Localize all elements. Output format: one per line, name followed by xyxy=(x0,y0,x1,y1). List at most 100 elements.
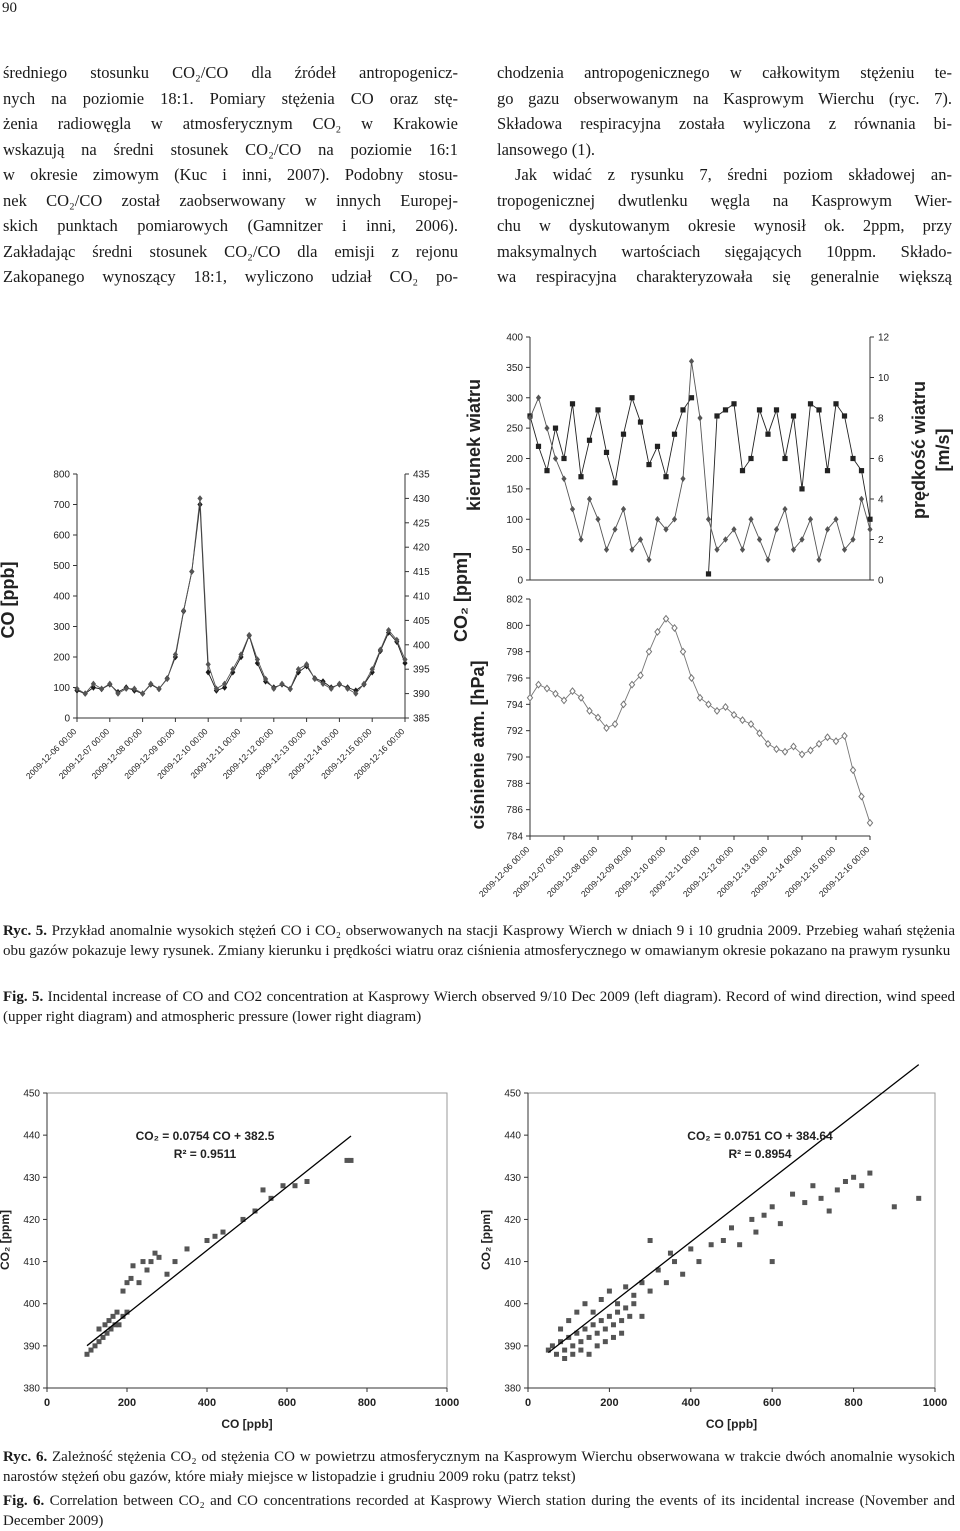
y-tick-label: 380 xyxy=(504,1384,521,1395)
marker xyxy=(560,696,568,705)
x-tick-label: 0 xyxy=(525,1397,531,1409)
y-tick-label: 0 xyxy=(517,576,523,587)
point xyxy=(574,1330,580,1336)
y-tick-label: 798 xyxy=(506,647,523,658)
point xyxy=(204,1238,210,1243)
marker xyxy=(578,474,584,480)
y-tick-label: 802 xyxy=(506,595,523,606)
x-tick-label: 200 xyxy=(600,1397,618,1409)
y-axis-title: CO₂ [ppm] xyxy=(0,1210,12,1270)
y2-tick-label: 395 xyxy=(413,665,430,676)
x-axis-title: CO [ppb] xyxy=(706,1417,757,1431)
point xyxy=(110,1313,116,1319)
marker xyxy=(756,729,763,738)
y2-axis-title: prędkość wiatru xyxy=(909,381,929,519)
marker xyxy=(552,689,559,698)
caption-label: Ryc. 6. xyxy=(3,1449,48,1465)
point xyxy=(114,1309,120,1315)
fit-r2: R² = 0.9511 xyxy=(174,1147,237,1161)
point xyxy=(148,1259,154,1265)
point xyxy=(834,1187,840,1193)
marker xyxy=(603,449,610,456)
point xyxy=(292,1183,298,1189)
y-tick-label: 440 xyxy=(504,1131,521,1142)
y2-tick-label: 385 xyxy=(413,714,430,725)
point xyxy=(116,1322,122,1328)
point xyxy=(144,1267,150,1273)
left-column: średniego stosunku CO₂/CO dla źródeł ant… xyxy=(3,60,458,290)
marker xyxy=(713,706,721,715)
marker xyxy=(526,693,534,702)
marker xyxy=(858,468,865,474)
y-tick-label: 500 xyxy=(53,561,70,572)
y-tick-label: 300 xyxy=(53,622,70,633)
marker xyxy=(569,401,576,407)
marker xyxy=(824,733,831,742)
point xyxy=(916,1195,922,1201)
series-line xyxy=(529,361,871,562)
marker xyxy=(312,675,318,683)
marker xyxy=(156,685,162,692)
point xyxy=(136,1280,142,1286)
trend-line xyxy=(547,1064,920,1354)
marker xyxy=(765,556,771,563)
right-column: chodzenia antropogenicznego w całkowitym… xyxy=(497,60,952,290)
marker xyxy=(688,674,695,682)
point xyxy=(112,1322,118,1328)
y2-tick-label: 4 xyxy=(878,495,884,506)
text-line: w okresie zimowym (Kuc i inni, 2007). Po… xyxy=(3,165,458,184)
point xyxy=(582,1326,588,1332)
marker xyxy=(205,661,211,668)
caption-pl: Ryc. 5. Przykład anomalnie wysokich stęż… xyxy=(3,921,955,961)
marker xyxy=(552,455,559,462)
marker xyxy=(140,690,146,697)
point xyxy=(586,1351,592,1357)
marker xyxy=(164,675,170,683)
marker xyxy=(107,680,113,688)
marker xyxy=(295,666,301,673)
point xyxy=(891,1204,897,1210)
caption-label: Ryc. 5. xyxy=(3,923,48,939)
marker xyxy=(731,401,737,407)
y2-axis-title: [m/s] xyxy=(933,428,953,471)
marker xyxy=(603,724,610,733)
point xyxy=(102,1322,108,1328)
y-tick-label: 450 xyxy=(23,1089,40,1100)
marker xyxy=(773,526,780,533)
marker xyxy=(620,505,627,513)
marker xyxy=(816,556,822,563)
point xyxy=(802,1200,808,1206)
point xyxy=(172,1259,178,1265)
x-tick-label: 1000 xyxy=(923,1397,947,1409)
marker xyxy=(620,700,627,709)
marker xyxy=(696,693,704,702)
point xyxy=(680,1271,686,1277)
marker xyxy=(328,685,334,692)
point xyxy=(610,1322,616,1328)
y-tick-label: 400 xyxy=(53,592,70,603)
marker xyxy=(527,414,533,422)
marker xyxy=(594,713,602,722)
point xyxy=(720,1238,726,1243)
point xyxy=(252,1208,258,1214)
point xyxy=(549,1343,555,1349)
y-tick-label: 390 xyxy=(23,1341,40,1352)
point xyxy=(615,1309,621,1315)
y-axis-title: CO [ppb] xyxy=(0,562,18,639)
marker xyxy=(866,818,874,827)
point xyxy=(631,1292,637,1298)
marker xyxy=(123,685,129,692)
marker xyxy=(739,716,746,725)
point xyxy=(594,1330,600,1336)
marker xyxy=(824,468,831,474)
marker xyxy=(688,395,695,401)
y-tick-label: 400 xyxy=(506,333,523,344)
y-tick-label: 600 xyxy=(53,531,70,542)
point xyxy=(753,1229,759,1235)
marker xyxy=(671,431,678,437)
marker xyxy=(705,700,712,709)
marker xyxy=(867,526,873,533)
point xyxy=(769,1204,775,1210)
marker xyxy=(858,495,865,503)
